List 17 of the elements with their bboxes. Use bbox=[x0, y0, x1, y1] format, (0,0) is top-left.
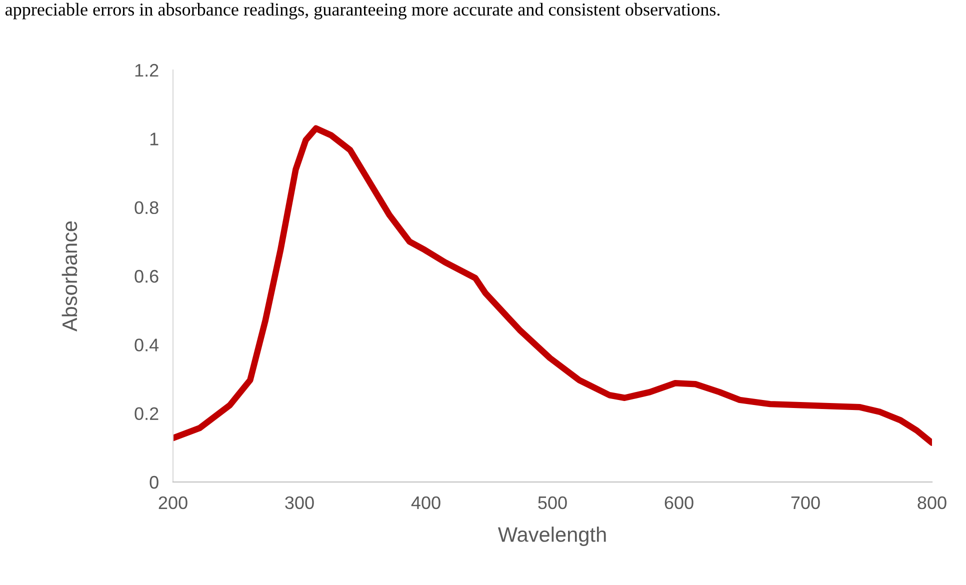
x-tick-label: 800 bbox=[918, 496, 946, 510]
x-tick-label: 400 bbox=[411, 496, 440, 510]
y-tick-label: 1 bbox=[150, 132, 158, 146]
y-tick-label: 0.6 bbox=[134, 270, 158, 283]
y-tick-label: 0.2 bbox=[134, 407, 158, 420]
x-axis-title: Wavelength bbox=[498, 526, 606, 546]
y-tick-label: 1.2 bbox=[135, 64, 158, 77]
x-tick-label: 500 bbox=[538, 496, 567, 510]
y-axis-title: Absorbance bbox=[62, 221, 78, 332]
x-tick-label: 200 bbox=[158, 496, 188, 510]
y-tick-label: 0.4 bbox=[134, 338, 159, 352]
y-tick-label: 0 bbox=[150, 476, 158, 489]
x-tick-label: 700 bbox=[791, 496, 820, 510]
x-tick-label: 600 bbox=[664, 496, 694, 510]
x-tick-label: 300 bbox=[285, 496, 314, 510]
y-tick-label: 0.8 bbox=[134, 201, 158, 214]
text: appreciable errors in absorbance readings, guaranteeing more accurate and consistent observations. bbox=[5, 2, 720, 20]
